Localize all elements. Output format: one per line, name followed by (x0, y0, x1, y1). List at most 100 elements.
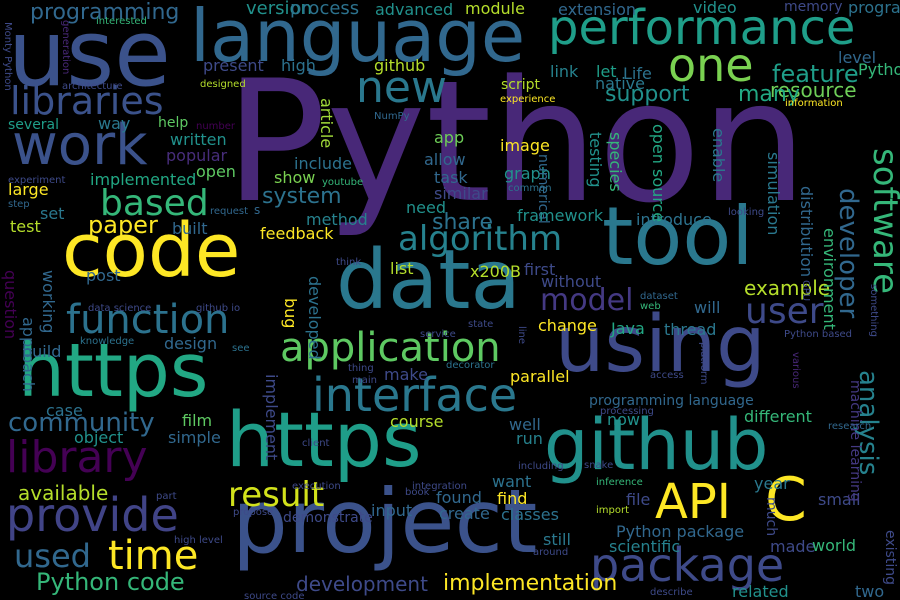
word-year-139: year (754, 474, 790, 493)
word-list-98: list (390, 259, 414, 278)
word-memory-54: memory (784, 0, 843, 15)
word-find-125: find (497, 489, 528, 508)
word-generation-156: generation (60, 20, 71, 75)
word-film-111: film (182, 411, 213, 430)
word-implemented-78: implemented (90, 170, 197, 189)
word-allow-86: allow (424, 150, 466, 169)
word-https-7: https (18, 328, 209, 414)
word-knowledge-175: knowledge (80, 336, 135, 347)
word-api-22: API (655, 474, 731, 530)
word-build-107: build (22, 342, 62, 361)
word-designed-67: designed (200, 79, 246, 90)
word-development-46: development (296, 572, 428, 596)
word-course-112: course (390, 412, 444, 431)
word-implement-152: implement (262, 374, 281, 461)
word-one-14: one (668, 38, 754, 92)
word-two-138: two (855, 582, 885, 600)
word-approach-103: approach (19, 317, 38, 392)
word-github-58: github (374, 56, 426, 75)
word-post-102: post (86, 266, 121, 285)
word-similar-91: similar (434, 184, 488, 203)
word-performance-11: performance (548, 0, 856, 56)
word-python-code-34: Python code (36, 568, 185, 596)
word-several-72: several (8, 117, 60, 133)
word-framework-94: framework (517, 206, 604, 225)
word-time-24: time (108, 533, 199, 579)
word-show-84: show (274, 168, 316, 187)
word-decorator-180: decorator (446, 360, 495, 371)
word-execution-188: execution (292, 481, 341, 492)
word-user-27: user (745, 291, 824, 332)
word-support-41: support (605, 82, 690, 107)
word-introduce-95: introduce (636, 210, 712, 229)
word-language-2: language (190, 0, 526, 78)
word-new-15: new (356, 62, 447, 113)
word-dataset-167: dataset (640, 291, 678, 302)
word-number-76: number (196, 121, 236, 132)
word-snake-187: snake (584, 460, 614, 471)
word-experience-71: experience (500, 94, 556, 105)
word-version-48: version (246, 0, 312, 19)
word-around-196: around (533, 547, 569, 558)
word-work-12: work (12, 113, 148, 178)
word-service-177: service (420, 329, 456, 340)
word-existing-137: existing (882, 530, 898, 585)
word-libraries-13: libraries (10, 79, 164, 123)
word-large-80: large (8, 180, 49, 199)
word-developer-31: developer (833, 188, 863, 319)
word-enable-145: enable (709, 128, 728, 183)
word-python-based-172: Python based (784, 329, 853, 340)
word-image-87: image (500, 136, 550, 155)
word-platform-169: platform (698, 342, 709, 385)
word-experiment-157: experiment (8, 175, 66, 186)
word-client-185: client (302, 438, 330, 449)
word-main-179: main (352, 375, 377, 386)
word-available-44: available (18, 481, 109, 505)
word-graph-89: graph (504, 164, 551, 183)
word-numerical-90: numerical (535, 154, 551, 224)
word-based-25: based (100, 183, 209, 224)
word-github-io-174: github io (196, 303, 241, 314)
word-numpy-68: NumPy (374, 111, 410, 122)
word-will-118: will (694, 298, 721, 317)
word-data-science-173: data science (88, 303, 152, 314)
word-extension-52: extension (558, 0, 636, 19)
word-c-23: C (765, 465, 807, 535)
word-monty-python-155: Monty Python (2, 22, 13, 91)
word-way-73: way (98, 114, 131, 133)
word-video-53: video (693, 0, 737, 17)
word-app-85: app (434, 128, 465, 147)
word-s-161: s (254, 203, 261, 217)
word-common-163: common (508, 183, 552, 194)
word-thread-117: thread (664, 320, 717, 339)
word-parallel-114: parallel (510, 367, 570, 386)
word-working-105: working (39, 270, 58, 334)
word-pythonic-64: Pythonic (858, 60, 900, 79)
word-programming-language-122: programming language (589, 393, 754, 409)
word-without-101: without (541, 272, 602, 291)
word-package-21: package (590, 538, 785, 592)
word-various-183: various (790, 352, 801, 389)
word-level-63: level (838, 48, 877, 67)
word-programming-47: programming (30, 0, 180, 25)
word-testing-143: testing (586, 132, 605, 188)
word-well-119: well (509, 415, 541, 434)
word-high-level-195: high level (174, 535, 223, 546)
word-access-181: access (650, 370, 684, 381)
word-set-81: set (40, 204, 65, 223)
word-system-38: system (262, 184, 342, 209)
word-research-184: research (828, 421, 872, 432)
word-java-116: Java (611, 319, 645, 338)
word-application-20: application (280, 325, 501, 371)
word-share-40: share (432, 210, 493, 235)
word-task-88: task (434, 168, 468, 187)
word-use-1: use (8, 0, 171, 107)
word-inference-191: inference (596, 477, 643, 488)
word-open-79: open (196, 162, 236, 181)
word-process-49: process (290, 0, 360, 19)
word-file-127: file (626, 490, 651, 509)
word-popular-77: popular (166, 146, 228, 165)
word-script-70: script (501, 77, 541, 93)
word-native-60: native (595, 74, 645, 93)
word-looking-162: looking (728, 207, 765, 218)
